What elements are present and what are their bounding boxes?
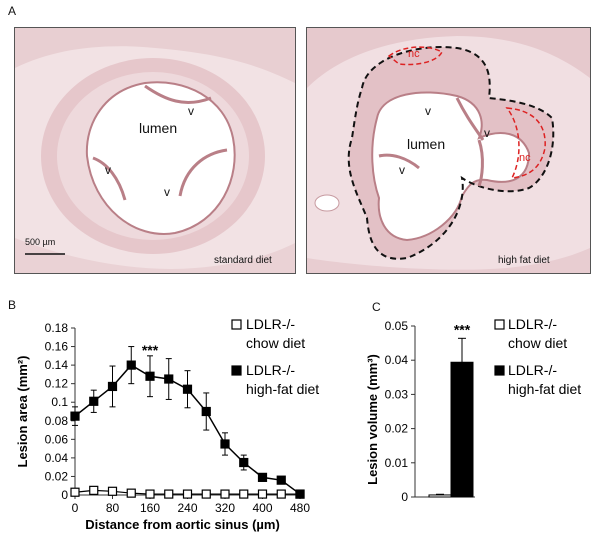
legend-label-line1: LDLR-/- <box>246 362 295 378</box>
y-tick-label: 0 <box>401 490 408 504</box>
high-fat-data-point <box>220 439 230 449</box>
chow-data-point <box>276 489 286 499</box>
y-tick-label: 0.04 <box>45 451 69 465</box>
chow-data-point <box>164 489 174 499</box>
high-fat-data-point <box>182 384 193 394</box>
y-tick-label: 0.16 <box>45 340 69 354</box>
x-tick-label: 480 <box>290 501 310 515</box>
y-tick-label: 0.08 <box>45 414 69 428</box>
high-fat-data-point <box>89 396 99 406</box>
bar-chow-diet <box>428 494 452 498</box>
x-tick-label: 160 <box>140 501 160 515</box>
legend-label-line1: LDLR-/- <box>246 316 295 332</box>
lesion-volume-bar-chart: 0 0.01 0.02 0.03 0.04 0.05 Lesion volume (mm³)… <box>365 316 581 504</box>
x-tick-label: 320 <box>215 501 235 515</box>
chow-data-point <box>89 485 99 495</box>
micrograph-high-fat-diet: lumen v v v nc nc high fat diet <box>306 27 591 274</box>
micrograph-standard-diet-drawing <box>15 28 295 273</box>
legend-marker-high-fat <box>494 365 505 376</box>
legend-label-line2: high-fat diet <box>246 381 319 397</box>
x-tick-label: 400 <box>252 501 272 515</box>
chow-data-point <box>201 489 211 499</box>
chow-data-point <box>182 489 193 499</box>
high-fat-data-point <box>164 374 174 384</box>
legend-label-line2: chow diet <box>508 335 567 351</box>
high-fat-data-point <box>295 489 305 499</box>
panel-b-letter: B <box>8 298 17 312</box>
y-tick-label: 0.02 <box>385 422 409 436</box>
chow-data-point <box>145 489 155 499</box>
significance-marker: *** <box>454 322 471 338</box>
legend-marker-chow <box>231 319 242 330</box>
chow-data-point <box>239 489 249 499</box>
y-axis-title: Lesion volume (mm³) <box>365 354 380 485</box>
y-tick-label: 0.02 <box>45 469 69 483</box>
y-tick-label: 0.06 <box>45 432 69 446</box>
legend-label-line1: LDLR-/- <box>508 316 557 332</box>
scale-bar-label: 500 µm <box>25 237 56 247</box>
chow-data-point <box>70 487 80 497</box>
valve-label-left-3: v <box>164 185 170 199</box>
y-tick-label: 0.04 <box>385 353 409 367</box>
diet-label-standard: standard diet <box>214 255 272 266</box>
legend-label-line1: LDLR-/- <box>508 362 557 378</box>
x-tick-label: 240 <box>177 501 197 515</box>
y-tick-label: 0.03 <box>385 387 409 401</box>
high-fat-data-point <box>70 411 80 421</box>
high-fat-data-point <box>145 371 155 381</box>
valve-label-left-2: v <box>105 163 111 177</box>
high-fat-data-point <box>239 457 249 468</box>
lumen-label-left: lumen <box>139 120 178 136</box>
chow-data-point <box>107 486 118 496</box>
chow-data-point <box>126 488 136 498</box>
valve-label-right-2: v <box>484 126 490 140</box>
y-axis-title: Lesion area (mm²) <box>15 356 30 468</box>
necrotic-core-label-2: nc <box>519 152 531 164</box>
chow-data-point <box>220 489 230 499</box>
valve-label-left-1: v <box>188 104 194 118</box>
x-axis-title: Distance from aortic sinus (µm) <box>85 517 280 532</box>
chow-data-point <box>257 489 268 499</box>
legend-label-line2: high-fat diet <box>508 381 581 397</box>
lesion-area-line-chart: 0 0.02 0.04 0.06 0.08 0.1 0.12 0.14 0.16 0.18 0 80 1… <box>15 316 319 532</box>
legend-marker-chow <box>494 319 505 330</box>
panel-a-letter: A <box>8 4 17 18</box>
legend-label-line2: chow diet <box>246 335 305 351</box>
high-fat-data-point <box>257 472 268 482</box>
significance-marker: *** <box>142 342 159 358</box>
high-fat-data-point <box>201 406 211 417</box>
high-fat-data-point <box>126 360 136 370</box>
valve-label-right-1: v <box>425 104 431 118</box>
high-fat-data-point <box>276 475 286 485</box>
micrograph-standard-diet: lumen v v v 500 µm standard diet <box>14 27 296 274</box>
x-tick-label: 0 <box>72 501 79 515</box>
micrograph-high-fat-diet-drawing <box>307 28 590 273</box>
y-tick-label: 0 <box>61 488 68 502</box>
legend-marker-high-fat <box>231 365 242 376</box>
y-tick-label: 0.05 <box>385 319 409 333</box>
y-tick-label: 0.01 <box>385 456 409 470</box>
high-fat-data-point <box>107 381 118 392</box>
panel-c-letter: C <box>372 300 381 314</box>
x-tick-label: 80 <box>106 501 120 515</box>
bar-high-fat-diet <box>450 361 474 498</box>
necrotic-core-label-1: nc <box>408 48 420 60</box>
lumen-label-right: lumen <box>407 136 446 152</box>
y-tick-label: 0.18 <box>45 321 69 335</box>
y-tick-label: 0.1 <box>51 395 68 409</box>
y-tick-label: 0.14 <box>45 358 69 372</box>
y-tick-label: 0.12 <box>45 377 69 391</box>
valve-label-right-3: v <box>399 163 405 177</box>
diet-label-high-fat: high fat diet <box>498 255 550 266</box>
